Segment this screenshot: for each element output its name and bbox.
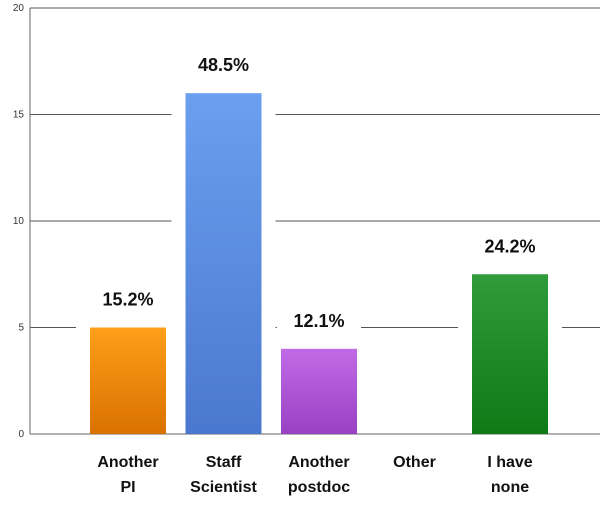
bar	[472, 274, 548, 434]
y-tick-label: 15	[13, 110, 25, 121]
y-tick-label: 10	[13, 216, 25, 227]
y-tick-label: 5	[18, 323, 24, 334]
x-tick-label: Another PI	[97, 454, 158, 496]
data-label-backdrop	[277, 304, 361, 333]
bar	[90, 327, 166, 434]
y-tick-label: 20	[13, 3, 25, 14]
data-label-backdrop	[86, 283, 170, 312]
data-label-backdrop	[181, 49, 266, 78]
data-label: 48.5%	[198, 55, 249, 75]
bars	[76, 91, 562, 434]
data-label-backdrop	[468, 230, 552, 259]
x-tick-label: Other	[393, 454, 436, 471]
x-tick-label: Staff Scientist	[190, 454, 257, 496]
data-label: 15.2%	[102, 290, 153, 310]
y-tick-label: 0	[18, 429, 24, 440]
x-tick-label: Another postdoc	[288, 454, 350, 496]
data-labels: 15.2% 48.5% 12.1% 24.2%	[86, 49, 552, 333]
data-label: 24.2%	[484, 236, 535, 256]
bar	[185, 93, 262, 434]
bar	[281, 348, 357, 434]
data-label: 12.1%	[293, 311, 344, 331]
x-tick-label: I have none	[487, 454, 532, 496]
category-labels: Another PI Staff Scientist Another postdoc Oth…	[97, 454, 532, 496]
